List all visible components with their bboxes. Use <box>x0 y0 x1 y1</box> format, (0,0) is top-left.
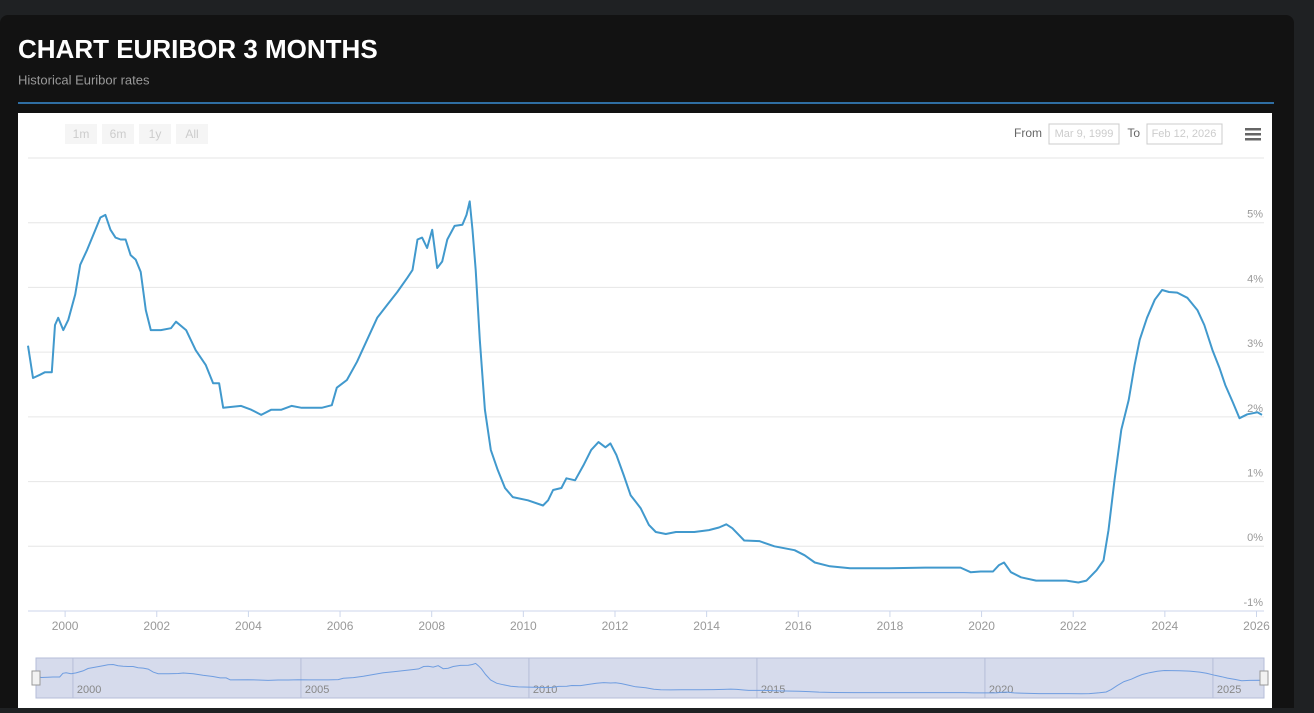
y-tick-label: 0% <box>1247 532 1263 544</box>
x-tick-label: 2016 <box>785 619 812 633</box>
navigator-label: 2010 <box>533 684 557 696</box>
range-label: 1m <box>73 127 90 141</box>
navigator-label: 2025 <box>1217 684 1241 696</box>
navigator-label: 2020 <box>989 684 1013 696</box>
y-tick-label: -1% <box>1243 597 1263 609</box>
subtitle: Historical Euribor rates <box>18 72 150 87</box>
to-input[interactable] <box>1146 123 1223 145</box>
divider <box>18 102 1274 104</box>
x-tick-label: 2004 <box>235 619 262 633</box>
range-label: 6m <box>110 127 127 141</box>
y-tick-label: 5% <box>1247 209 1263 221</box>
navigator-label: 2005 <box>305 684 329 696</box>
range-button[interactable] <box>102 124 134 144</box>
x-tick-label: 2012 <box>602 619 629 633</box>
x-tick-label: 2020 <box>968 619 995 633</box>
navigator-handle[interactable] <box>31 670 41 686</box>
x-tick-label: 2010 <box>510 619 537 633</box>
y-tick-label: 2% <box>1247 403 1263 415</box>
range-button[interactable] <box>176 124 208 144</box>
range-button[interactable] <box>139 124 171 144</box>
x-tick-label: 2000 <box>52 619 79 633</box>
x-tick-label: 2018 <box>877 619 904 633</box>
range-label: All <box>185 127 198 141</box>
chart-box <box>18 113 1272 713</box>
from-input[interactable] <box>1048 123 1120 145</box>
from-label: From <box>1014 126 1042 140</box>
to-label: To <box>1127 126 1140 140</box>
y-tick-label: 3% <box>1247 338 1263 350</box>
series-line <box>27 200 1263 584</box>
navigator-line <box>35 662 1265 695</box>
range-label: 1y <box>149 127 162 141</box>
navigator-label: 2000 <box>77 684 101 696</box>
menu-button[interactable] <box>1245 128 1261 141</box>
navigator-label: 2015 <box>761 684 785 696</box>
from-value: Mar 9, 1999 <box>1055 128 1114 140</box>
y-tick-label: 4% <box>1247 273 1263 285</box>
title: CHART EURIBOR 3 MONTHS <box>18 34 378 64</box>
navigator-handle[interactable] <box>1259 670 1269 686</box>
x-tick-label: 2006 <box>327 619 354 633</box>
x-tick-label: 2014 <box>693 619 720 633</box>
to-value: Feb 12, 2026 <box>1152 128 1217 140</box>
x-tick-label: 2024 <box>1152 619 1179 633</box>
range-button[interactable] <box>65 124 97 144</box>
x-tick-label: 2002 <box>143 619 170 633</box>
y-tick-label: 1% <box>1247 467 1263 479</box>
x-tick-label: 2008 <box>418 619 445 633</box>
x-tick-label: 2022 <box>1060 619 1087 633</box>
x-tick-label: 2026 <box>1243 619 1270 633</box>
